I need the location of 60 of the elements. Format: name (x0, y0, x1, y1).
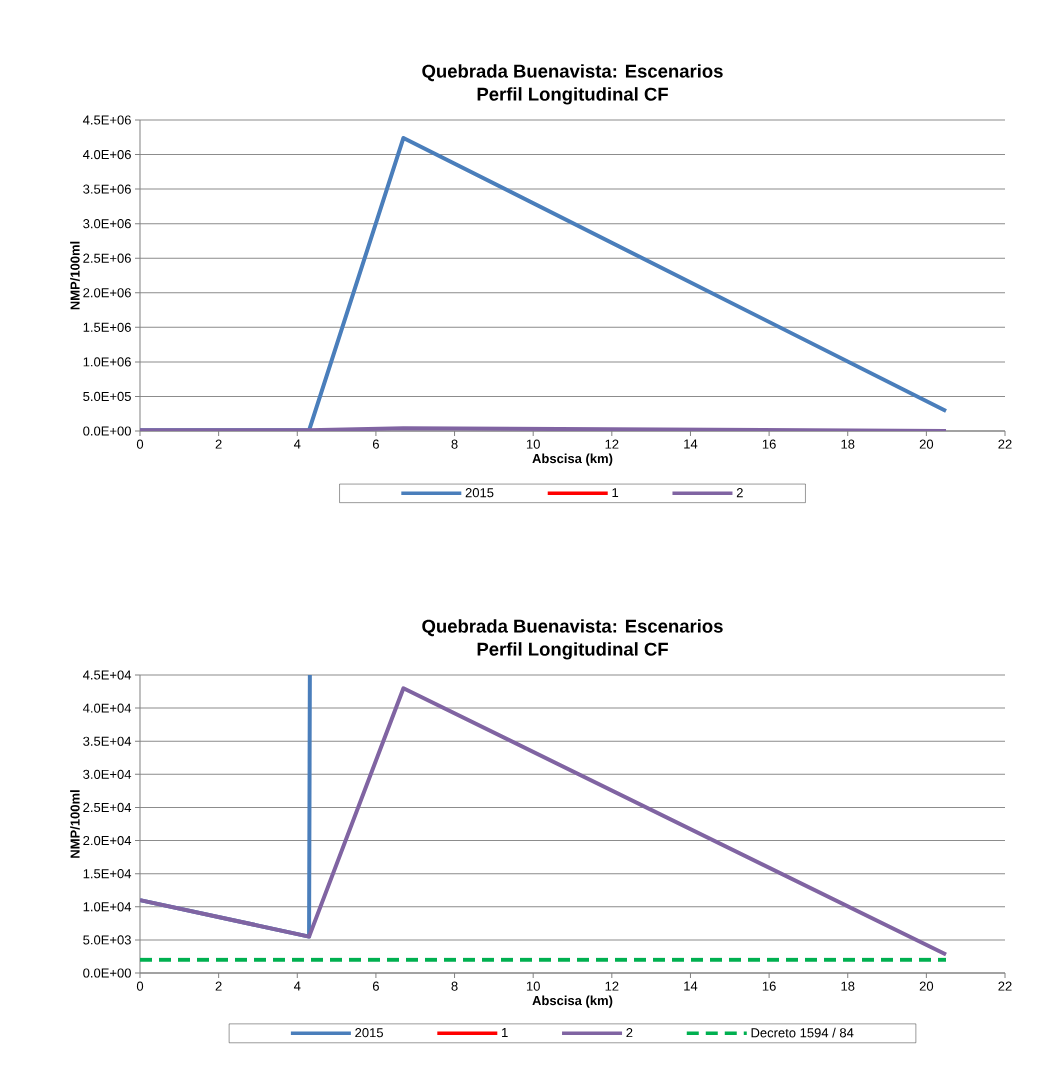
x-tick-label: 8 (451, 439, 458, 449)
y-tick-label: 0.0E+00 (83, 426, 131, 436)
y-tick-label: 1.0E+06 (83, 357, 131, 367)
x-axis-title: Abscisa (km) (532, 995, 613, 1008)
y-tick-label: 3.5E+04 (83, 736, 132, 746)
y-tick-label: 5.0E+05 (83, 391, 131, 402)
y-tick-label: 5.0E+03 (83, 935, 131, 945)
x-tick-label: 14 (684, 981, 698, 991)
y-tick-label: 4.5E+04 (82, 670, 132, 680)
legend-label: 2015 (355, 1028, 383, 1038)
y-tick-label: 2.0E+06 (83, 288, 131, 298)
x-tick-label: 10 (526, 439, 540, 449)
x-tick-label: 4 (293, 439, 301, 449)
y-tick-label: 1.5E+06 (83, 322, 131, 332)
legend-label: 2 (626, 1028, 633, 1038)
x-tick-label: 16 (762, 439, 776, 449)
x-tick-label: 18 (841, 439, 855, 449)
y-tick-label: 0.0E+00 (83, 968, 131, 978)
legend-label: 1 (502, 1028, 508, 1038)
legend-label: 2015 (465, 488, 494, 498)
x-tick-label: 6 (372, 439, 379, 449)
chart-subtitle: Perfil Longitudinal CF (477, 87, 668, 105)
y-tick-label: 1.5E+04 (83, 869, 132, 879)
x-tick-label: 6 (372, 981, 379, 991)
x-tick-label: 22 (998, 981, 1012, 991)
x-tick-label: 2 (215, 439, 222, 449)
y-tick-label: 4.5E+06 (82, 115, 131, 125)
x-tick-label: 22 (998, 439, 1012, 449)
y-tick-label: 1.0E+04 (83, 902, 132, 912)
y-axis-title: NMP/100ml (70, 790, 80, 858)
x-tick-label: 10 (526, 981, 540, 991)
y-tick-label: 2.5E+06 (83, 253, 131, 263)
legend-label: 2 (736, 488, 743, 498)
y-tick-label: 3.5E+06 (83, 184, 131, 194)
x-tick-label: 4 (293, 981, 301, 991)
x-tick-label: 12 (605, 981, 619, 991)
y-axis-title: NMP/100ml (70, 241, 80, 310)
x-tick-label: 0 (136, 439, 144, 449)
legend-label: 1 (612, 488, 619, 498)
x-axis-title: Abscisa (km) (532, 453, 613, 466)
chart-subtitle: Perfil Longitudinal CF (477, 642, 668, 660)
chart-title: Quebrada Buenavista: Escenarios (422, 619, 723, 637)
y-tick-label: 4.0E+06 (82, 149, 131, 160)
y-tick-label: 3.0E+04 (83, 769, 132, 779)
x-tick-label: 20 (919, 981, 934, 991)
x-tick-label: 14 (684, 439, 698, 449)
x-tick-label: 18 (841, 981, 855, 991)
y-tick-label: 2.5E+04 (83, 802, 132, 813)
x-tick-label: 16 (762, 981, 776, 991)
line-series (140, 686, 949, 957)
x-tick-label: 20 (919, 439, 934, 449)
x-tick-label: 12 (605, 439, 619, 449)
y-tick-label: 3.0E+06 (83, 219, 131, 229)
chart-title: Quebrada Buenavista: Escenarios (422, 64, 723, 82)
x-tick-label: 2 (215, 981, 222, 991)
x-tick-label: 0 (136, 981, 144, 991)
legend-label: Decreto 1594 / 84 (751, 1027, 854, 1038)
y-tick-label: 4.0E+04 (82, 703, 132, 713)
y-tick-label: 2.0E+04 (83, 835, 132, 846)
x-tick-label: 8 (451, 981, 458, 991)
